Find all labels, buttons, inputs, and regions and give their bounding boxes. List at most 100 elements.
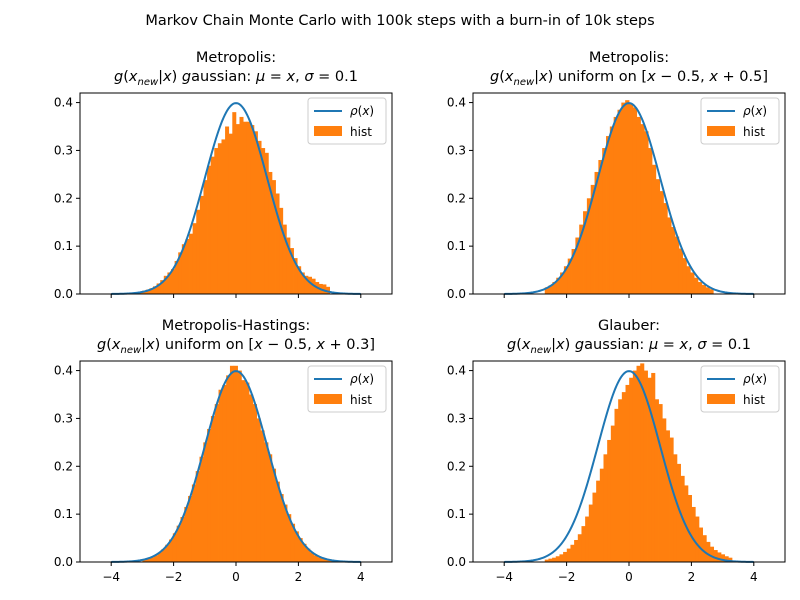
hist-bar (142, 559, 147, 562)
hist-bar (676, 463, 681, 562)
hist-bar (218, 389, 223, 562)
hist-bar (698, 527, 703, 562)
hist-bar (260, 430, 265, 562)
hist-bar (621, 392, 626, 562)
legend: ρ(x) hist (307, 365, 387, 413)
hist-bar (196, 209, 201, 294)
legend-box (700, 97, 780, 145)
figure-suptitle: Markov Chain Monte Carlo with 100k steps… (145, 13, 654, 29)
hist-bar (271, 180, 276, 294)
hist-bar (256, 418, 261, 562)
subplot-title-line1: Metropolis: (589, 50, 669, 66)
subplot-bottom-left: Metropolis-Hastings: g(xnew|x) uniform on… (54, 318, 393, 584)
hist-bar (682, 258, 687, 294)
y-tick-label: 0.1 (447, 239, 466, 253)
legend-label-curve: ρ(x) (743, 104, 767, 118)
hist-bar (658, 404, 663, 562)
hist-bar (669, 437, 674, 562)
hist-bar (654, 399, 659, 562)
hist-bar (156, 283, 161, 294)
hist-bar (697, 282, 703, 294)
hist-bar (172, 533, 178, 562)
hist-bar (588, 504, 593, 562)
legend-box (307, 365, 387, 413)
hist-bar (548, 285, 553, 294)
y-tick-label: 0.3 (447, 411, 466, 425)
legend-patch-swatch (314, 126, 342, 136)
y-tick-label: 0.4 (54, 96, 73, 110)
subplot-bottom-right: Glauber: g(xnew|x) gaussian: μ = x, σ = 0… (447, 318, 786, 584)
hist-bar (275, 193, 280, 294)
hist-bar (203, 180, 208, 294)
hist-bar (579, 224, 584, 294)
hist-bar (279, 207, 284, 294)
legend-patch-swatch (707, 394, 735, 404)
hist-bar (235, 124, 240, 294)
hist-bar (640, 124, 645, 294)
hist-bar (563, 551, 568, 562)
hist-bar (294, 531, 299, 562)
hist-bar (560, 272, 565, 294)
hist-bar (286, 237, 291, 294)
hist-bar (701, 284, 706, 294)
hist-bar (264, 152, 269, 294)
hist-bar (283, 504, 288, 562)
legend: ρ(x) hist (307, 97, 387, 145)
hist-bar (233, 365, 238, 562)
subplot-title-line1: Glauber: (598, 318, 660, 334)
hist-bar (625, 100, 630, 295)
hist-bar (184, 506, 189, 562)
hist-bar (632, 107, 638, 294)
hist-bar (282, 224, 287, 294)
legend-patch-swatch (707, 126, 735, 136)
y-tick-label: 0.2 (54, 459, 73, 473)
y-tick-label: 0.4 (54, 364, 73, 378)
hist-bar (552, 282, 557, 294)
hist-bar (210, 416, 216, 562)
hist-bar (289, 248, 294, 294)
hist-bar (207, 165, 212, 294)
y-tick-label: 0.4 (447, 96, 466, 110)
hist-bar (621, 102, 626, 294)
hist-bar (165, 544, 170, 562)
hist-bar (713, 550, 718, 562)
hist-bar (690, 272, 695, 294)
hist-bar (309, 552, 315, 562)
hist-bar (153, 286, 157, 294)
hist-bar (706, 541, 711, 562)
hist-bar (268, 454, 273, 562)
hist-bar (724, 556, 729, 562)
hist-bar (665, 430, 670, 562)
hist-bar (678, 248, 684, 294)
hist-bar (651, 372, 656, 562)
hist-bar (566, 548, 571, 562)
density-curve (504, 102, 754, 295)
legend-label-hist: hist (350, 393, 372, 407)
hist-bar (226, 375, 231, 562)
hist-bar (610, 425, 615, 562)
hist-bar (655, 179, 661, 294)
y-tick-label: 0.1 (447, 507, 466, 521)
hist-bar (157, 552, 162, 562)
hist-bar (199, 456, 204, 562)
hist-bar (171, 269, 176, 294)
hist-bar (720, 554, 726, 562)
legend-label-curve: ρ(x) (350, 104, 374, 118)
x-tick-label: −4 (495, 570, 513, 584)
density-curve (504, 370, 754, 563)
hist-bar (228, 133, 233, 294)
hist-bar (203, 442, 208, 562)
hist-bar (552, 557, 557, 562)
hist-bar (192, 223, 197, 294)
hist-bar (590, 184, 595, 294)
hist-bar (195, 471, 200, 562)
hist-bar (317, 557, 322, 562)
hist-bar (571, 249, 576, 294)
legend: ρ(x) hist (700, 365, 780, 413)
legend-label-curve: ρ(x) (743, 372, 767, 386)
x-tick-label: −4 (102, 570, 120, 584)
hist-bar (167, 272, 172, 294)
y-tick-label: 0.0 (447, 287, 466, 301)
hist-bar (728, 557, 733, 562)
